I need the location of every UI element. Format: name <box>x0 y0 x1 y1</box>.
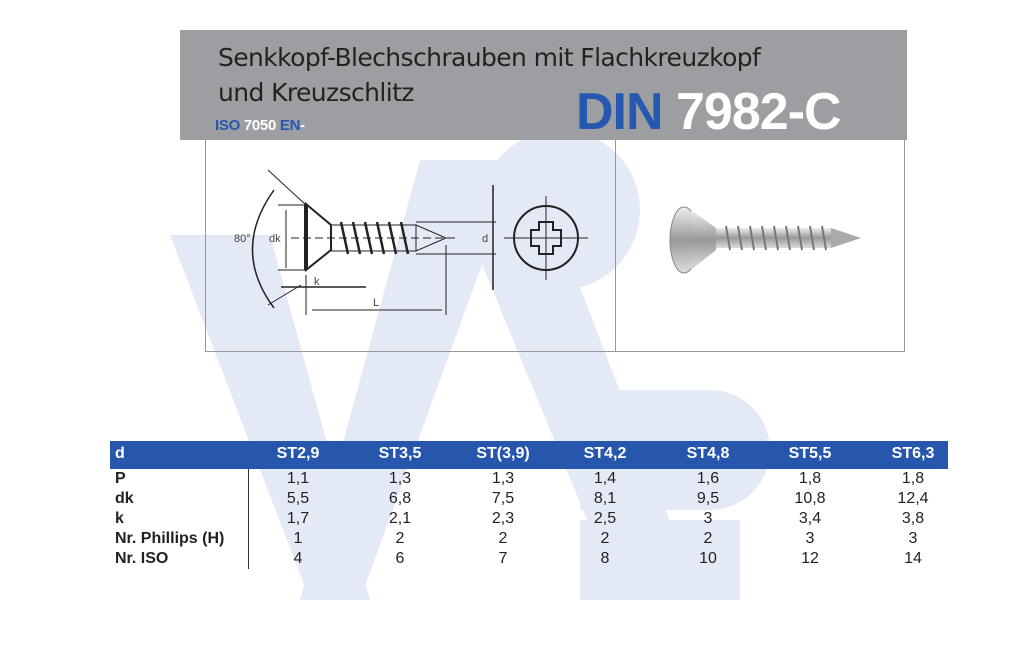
column-header: ST2,9 <box>276 445 320 462</box>
row-label: P <box>115 470 126 487</box>
table-cell: 1,3 <box>388 470 412 487</box>
table-cell: 1,6 <box>696 470 720 487</box>
d-label: d <box>482 233 488 245</box>
table-cell: 3,8 <box>901 510 925 527</box>
dk-label: dk <box>269 233 281 245</box>
table-cell: 7 <box>498 550 508 567</box>
technical-drawing: 80° dk k L d <box>234 169 588 315</box>
table-cell: 1 <box>293 530 303 547</box>
en-prefix: EN <box>279 117 301 134</box>
table-cell: 8,1 <box>593 490 617 507</box>
table-cell: 2,1 <box>388 510 412 527</box>
table-cell: 2 <box>395 530 405 547</box>
table-cell: 9,5 <box>696 490 720 507</box>
title-line-1: Senkkopf-Blechschrauben mit Flachkreuzko… <box>218 43 761 72</box>
angle-label: 80° <box>234 233 251 245</box>
din-number: 7982-C <box>676 83 842 141</box>
table-cell: 2,5 <box>593 510 617 527</box>
column-header: ST4,2 <box>583 445 627 462</box>
dimensions-table: d ST2,9 ST3,5 ST(3,9) ST4,2 ST4,8 ST5,5 … <box>110 441 948 569</box>
row-label: Nr. ISO <box>115 550 169 567</box>
table-cell: 6,8 <box>388 490 412 507</box>
drawing-panel: 80° dk k L d <box>205 140 905 352</box>
table-row: P 1,1 1,3 1,3 1,4 1,6 1,8 1,8 <box>110 469 948 489</box>
table-cell: 10 <box>699 550 717 567</box>
table-cell: 3,4 <box>798 510 822 527</box>
standard-references: ISO 7050 EN- <box>215 117 305 134</box>
column-header: ST(3,9) <box>476 445 530 462</box>
row-label: Nr. Phillips (H) <box>115 530 225 547</box>
table-cell: 10,8 <box>794 490 826 507</box>
table-row: dk 5,5 6,8 7,5 8,1 9,5 10,8 12,4 <box>110 489 948 509</box>
title-banner: Senkkopf-Blechschrauben mit Flachkreuzko… <box>180 30 907 142</box>
table-cell: 3 <box>703 510 713 527</box>
title-line-2: und Kreuzschlitz <box>218 78 414 107</box>
column-header: ST5,5 <box>788 445 832 462</box>
table-cell: 1,7 <box>286 510 310 527</box>
table-cell: 14 <box>904 550 922 567</box>
table-cell: 4 <box>293 550 303 567</box>
table-cell: 2,3 <box>491 510 515 527</box>
table-cell: 1,1 <box>286 470 310 487</box>
table-cell: 1,4 <box>593 470 617 487</box>
table-cell: 7,5 <box>491 490 515 507</box>
table-row: k 1,7 2,1 2,3 2,5 3 3,4 3,8 <box>110 509 948 529</box>
iso-prefix: ISO <box>215 117 240 134</box>
table-row: Nr. ISO 4 6 7 8 10 12 14 <box>110 549 948 569</box>
l-label: L <box>373 297 379 309</box>
din-prefix: DIN <box>576 83 664 141</box>
table-cell: 6 <box>395 550 405 567</box>
column-header: ST4,8 <box>686 445 730 462</box>
header-label: d <box>115 445 125 462</box>
table-cell: 2 <box>498 530 508 547</box>
column-header: ST6,3 <box>891 445 935 462</box>
table-cell: 2 <box>703 530 713 547</box>
table-cell: 3 <box>908 530 918 547</box>
row-label: k <box>115 510 124 527</box>
row-label: dk <box>115 490 134 507</box>
screw-photo <box>669 206 861 274</box>
table-cell: 5,5 <box>286 490 310 507</box>
product-title: Senkkopf-Blechschrauben mit Flachkreuzko… <box>218 40 761 110</box>
en-number: - <box>300 117 305 134</box>
column-header: ST3,5 <box>378 445 422 462</box>
din-standard: DIN 7982-C <box>576 82 842 142</box>
table-cell: 1,8 <box>798 470 822 487</box>
k-label: k <box>314 276 320 288</box>
table-cell: 2 <box>600 530 610 547</box>
table-header: d ST2,9 ST3,5 ST(3,9) ST4,2 ST4,8 ST5,5 … <box>110 441 948 469</box>
table-row: Nr. Phillips (H) 1 2 2 2 2 3 3 <box>110 529 948 549</box>
table-cell: 12,4 <box>897 490 929 507</box>
table-cell: 3 <box>805 530 815 547</box>
table-cell: 1,8 <box>901 470 925 487</box>
iso-number: 7050 <box>243 117 276 134</box>
table-cell: 8 <box>600 550 610 567</box>
table-cell: 12 <box>801 550 819 567</box>
label-separator <box>248 469 249 569</box>
panel-divider <box>615 140 616 351</box>
table-cell: 1,3 <box>491 470 515 487</box>
